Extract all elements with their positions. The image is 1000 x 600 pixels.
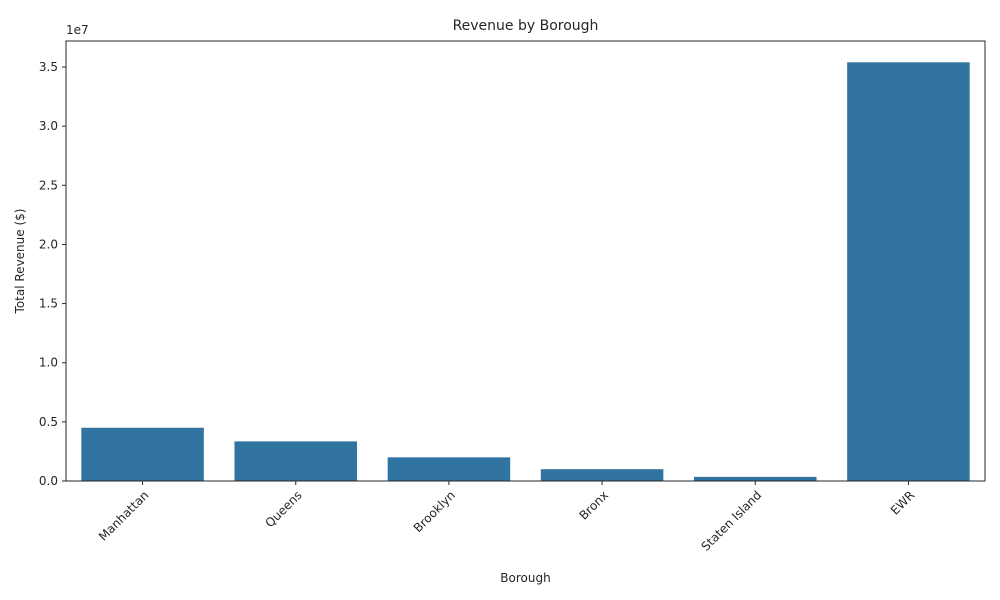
y-tick-label: 3.5 bbox=[39, 60, 58, 74]
bar-ewr bbox=[847, 62, 970, 481]
bar-queens bbox=[234, 441, 358, 481]
bar-manhattan bbox=[81, 427, 204, 481]
y-tick-label: 1.5 bbox=[39, 297, 58, 311]
bars-group bbox=[81, 62, 970, 481]
chart-title: Revenue by Borough bbox=[453, 18, 599, 34]
axes-frame bbox=[65, 40, 986, 482]
y-tick-label: 0.0 bbox=[39, 474, 58, 488]
x-axis-label: Borough bbox=[500, 571, 550, 585]
y-axis-ticks: 0.0 0.5 1.0 1.5 2.0 2.5 3.0 3.5 bbox=[39, 60, 66, 488]
y-tick-label: 1.0 bbox=[39, 356, 58, 370]
y-tick-label: 3.0 bbox=[39, 119, 58, 133]
axes-spines bbox=[65, 40, 986, 482]
y-tick-label: 2.0 bbox=[39, 237, 58, 251]
y-axis-label: Total Revenue ($) bbox=[13, 209, 27, 315]
bar-staten-island bbox=[693, 476, 817, 481]
bar-bronx bbox=[540, 469, 664, 481]
y-axis-offset-text: 1e7 bbox=[66, 23, 89, 37]
bar-brooklyn bbox=[387, 457, 511, 481]
y-tick-label: 0.5 bbox=[39, 415, 58, 429]
y-tick-label: 2.5 bbox=[39, 178, 58, 192]
